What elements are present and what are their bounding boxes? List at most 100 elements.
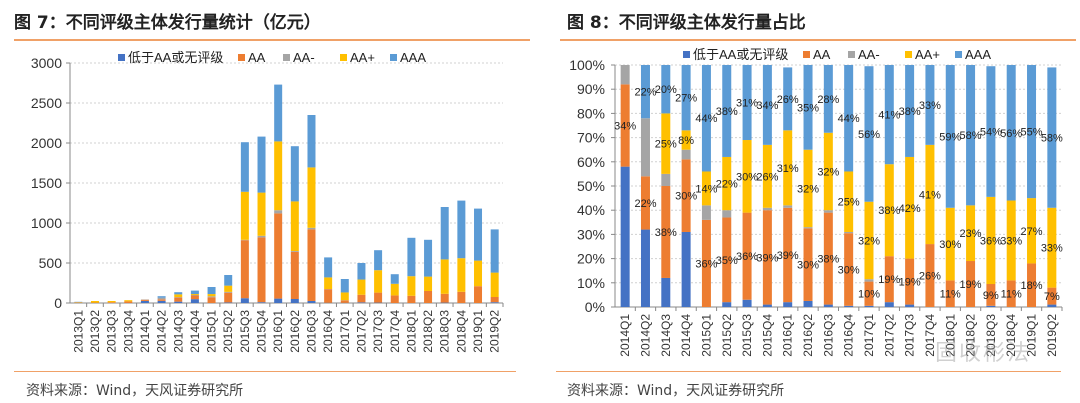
y-tick-label: 2500 (31, 95, 62, 111)
data-label: 38% (716, 106, 738, 118)
x-tick-label: 2016Q2 (801, 314, 815, 357)
bar-segment-AA (661, 186, 671, 278)
x-tick-label: 2013Q3 (105, 310, 119, 353)
legend-swatch (803, 51, 810, 58)
title-rule-right (560, 39, 1076, 41)
bar-segment-AAp (884, 164, 894, 257)
data-label: 54% (980, 127, 1002, 139)
bar-segment-AA (440, 293, 449, 303)
data-label: 19% (899, 277, 921, 289)
legend-label: AAA (965, 47, 991, 62)
bar-segment-AAA (257, 136, 266, 193)
data-label: 27% (675, 93, 697, 105)
bar-segment-AAm (681, 149, 691, 160)
bar-segment-AAp (390, 283, 399, 296)
bar-segment-AAA (701, 65, 711, 172)
data-label: 26% (777, 94, 799, 106)
data-label: 22% (716, 179, 738, 191)
bar-segment-AA (290, 251, 299, 299)
bar-segment-AA (945, 280, 955, 307)
bar-segment-low (722, 302, 732, 307)
bar-segment-AAA (823, 65, 833, 133)
bar-segment-AAm (640, 118, 650, 177)
bar-segment-AAA (157, 296, 166, 298)
data-label: 23% (960, 228, 982, 240)
bar-segment-AAA (274, 84, 283, 142)
source-note-left: 资料来源：Wind，天风证券研究所 (26, 383, 244, 399)
bar-segment-low (257, 302, 266, 303)
bar-segment-AAA (474, 208, 483, 261)
data-label: 33% (1041, 243, 1063, 255)
bar-segment-AAp (324, 277, 333, 289)
data-label: 31% (736, 98, 758, 110)
legend-label: AA (813, 47, 831, 62)
bar-segment-AA (240, 240, 249, 299)
figure-7-title: 图 7：不同评级主体发行量统计（亿元） (14, 13, 321, 33)
bar-segment-AA (207, 297, 216, 303)
bar-segment-AAp (307, 167, 316, 228)
legend-item-AA: AA (803, 47, 831, 62)
y-tick-label: 1000 (31, 215, 62, 231)
bar-segment-AAp (474, 260, 483, 287)
bar-segment-low (620, 166, 630, 307)
bar-segment-AAm (783, 205, 793, 208)
bar-segment-AAm (274, 210, 283, 214)
x-tick-label: 2016Q3 (821, 314, 835, 357)
data-label: 38% (878, 205, 900, 217)
data-label: 27% (1021, 226, 1043, 238)
bar-segment-AAp (90, 301, 99, 303)
bar-segment-low (640, 229, 650, 307)
x-tick-label: 2018Q3 (438, 310, 452, 353)
x-tick-label: 2014Q4 (679, 314, 693, 357)
bar-segment-AAp (1027, 198, 1037, 264)
data-label: 36% (980, 235, 1002, 247)
bar-segment-AA (1047, 287, 1057, 305)
data-label: 38% (899, 106, 921, 118)
bar-segment-AAA (490, 229, 499, 273)
data-label: 32% (858, 235, 880, 247)
bar-segment-AAA (407, 237, 416, 277)
bar-segment-AAA (884, 65, 894, 165)
bar-segment-AAA (986, 66, 996, 197)
bar-segment-AA (1006, 280, 1016, 307)
legend-swatch (683, 51, 690, 58)
bar-segment-AAm (620, 65, 630, 85)
data-label: 42% (899, 203, 921, 215)
bar-segment-AA (701, 219, 711, 307)
bar-segment-AA (224, 292, 233, 303)
bar-segment-low (224, 302, 233, 303)
bar-segment-AA (966, 261, 976, 307)
bar-segment-AAp (661, 113, 671, 174)
bar-segment-AA (340, 300, 349, 303)
bar-segment-AA (357, 294, 366, 303)
legend-item-AAp: AA+ (340, 50, 375, 65)
x-tick-label: 2015Q1 (699, 314, 713, 357)
bar-segment-AAA (357, 263, 366, 280)
bar-segment-AAA (374, 250, 383, 271)
data-label: 14% (695, 183, 717, 195)
y-tick-label: 60% (577, 154, 605, 170)
data-label: 18% (1021, 280, 1043, 292)
bar-segment-AAp (1006, 200, 1016, 281)
bar-segment-AA (864, 281, 874, 306)
y-tick-label: 90% (577, 81, 605, 97)
y-tick-label: 40% (577, 202, 605, 218)
x-tick-label: 2017Q4 (923, 314, 937, 357)
data-label: 32% (817, 166, 839, 178)
data-label: 44% (838, 113, 860, 125)
data-label: 41% (878, 110, 900, 122)
bar-segment-AAA (661, 65, 671, 114)
x-tick-label: 2014Q3 (171, 310, 185, 353)
bar-segment-AAp (440, 259, 449, 294)
bar-segment-AAp (240, 191, 249, 240)
bar-segment-AAA (190, 290, 199, 295)
bar-segment-AA (823, 212, 833, 305)
data-label: 38% (655, 227, 677, 239)
bar-segment-AAA (424, 239, 433, 277)
data-label: 9% (983, 290, 999, 302)
bar-segment-AAm (762, 207, 772, 211)
x-tick-label: 2015Q4 (255, 310, 269, 353)
data-label: 30% (838, 264, 860, 276)
bar-segment-AAp (803, 149, 813, 228)
